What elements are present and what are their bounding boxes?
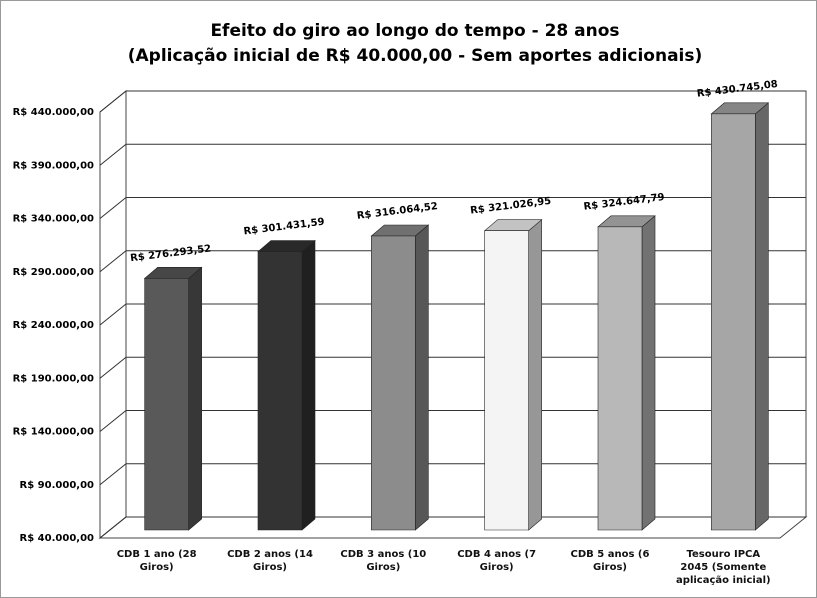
chart-title: Efeito do giro ao longo do tempo - 28 an… (210, 21, 619, 41)
bar-side (641, 215, 656, 531)
bar-front (711, 113, 756, 531)
grid-line (99, 516, 806, 539)
floor (98, 516, 808, 539)
bar-front (484, 230, 529, 531)
y-tick-label: R$ 440.000,00 (13, 107, 94, 118)
x-tick-label: CDB 1 ano (28 Giros) (116, 549, 197, 573)
bar (597, 215, 656, 531)
chart-subtitle: (Aplicação inicial de R$ 40.000,00 - Sem… (128, 46, 703, 66)
bar-front (144, 278, 189, 531)
y-tick-label: R$ 240.000,00 (13, 320, 94, 331)
x-tick-label: CDB 2 anos (14 Giros) (227, 549, 313, 573)
bar-side (301, 239, 316, 531)
grid-line (99, 463, 806, 486)
grid-line (99, 303, 806, 326)
x-tick-label: CDB 4 anos (7 Giros) (457, 549, 537, 573)
grid-line (99, 410, 806, 432)
bar (483, 219, 543, 531)
bar (370, 224, 430, 531)
y-tick-label: R$ 340.000,00 (13, 214, 94, 225)
bar-side (415, 224, 429, 531)
y-tick-label: R$ 90.000,00 (20, 480, 94, 491)
x-tick-label: CDB 5 anos (6 Giros) (570, 549, 650, 573)
y-tick-label: R$ 140.000,00 (13, 427, 94, 438)
x-tick-label: Tesouro IPCA 2045 (Somente aplicação ini… (676, 549, 771, 586)
bar (143, 266, 203, 531)
grid-line (99, 197, 806, 219)
grid-line (99, 90, 806, 113)
y-tick-label: R$ 290.000,00 (13, 267, 94, 278)
bar (710, 102, 770, 531)
bar (257, 239, 316, 531)
bar-front (597, 226, 643, 531)
grid-line (99, 356, 806, 379)
bar-front (371, 235, 416, 531)
x-tick-label: CDB 3 anos (10 Giros) (340, 549, 427, 573)
y-tick-label: R$ 390.000,00 (13, 160, 94, 171)
bar-side (755, 102, 769, 531)
bar-front (257, 251, 303, 531)
grid-line (99, 143, 806, 166)
bar-side (188, 266, 202, 531)
y-tick-label: R$ 40.000,00 (20, 533, 94, 544)
y-tick-label: R$ 190.000,00 (13, 373, 94, 384)
grid-line (99, 250, 806, 273)
bar-side (528, 219, 542, 531)
